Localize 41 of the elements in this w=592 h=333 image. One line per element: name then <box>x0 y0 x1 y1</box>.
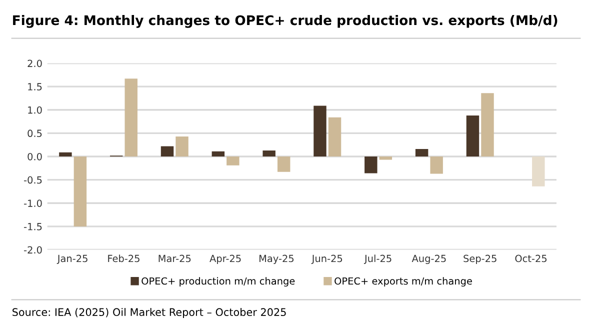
bar <box>532 156 545 186</box>
x-tick-label: Mar-25 <box>158 254 191 262</box>
y-tick-label: -1.0 <box>24 200 42 207</box>
x-tick-label: Feb-25 <box>108 254 140 262</box>
y-tick-label: 1.5 <box>28 83 42 90</box>
y-tick-label: -1.5 <box>24 223 42 230</box>
y-tick-label: 0.0 <box>28 152 42 160</box>
y-tick-label: 2.0 <box>28 60 42 68</box>
bar <box>212 151 225 157</box>
y-tick-label: 0.5 <box>28 130 42 138</box>
y-tick-label: 1.0 <box>28 106 42 114</box>
x-tick-label: Jul-25 <box>364 254 392 264</box>
bar <box>160 146 174 157</box>
bar <box>379 156 392 160</box>
bar <box>74 156 87 226</box>
legend-label: OPEC+ exports m/m change <box>334 277 472 287</box>
bar <box>314 106 326 157</box>
bar <box>176 136 188 157</box>
x-tick-label: Jan-25 <box>56 254 88 264</box>
bar <box>262 150 276 157</box>
bar <box>481 93 494 157</box>
legend-label: OPEC+ production m/m change <box>142 277 295 287</box>
x-tick-label: Sep-25 <box>464 254 496 264</box>
x-tick-label: Aug-25 <box>412 254 446 264</box>
bar <box>430 156 443 174</box>
x-tick-label: Oct-25 <box>515 254 547 262</box>
source-note: Source: IEA (2025) Oil Market Report – October 2025 <box>12 308 286 318</box>
bar <box>59 152 72 157</box>
bar <box>415 149 428 157</box>
chart-title: Figure 4: Monthly changes to OPEC+ crude production vs. exports (Mb/d) <box>13 14 558 28</box>
bar <box>466 115 480 157</box>
bar <box>328 117 342 157</box>
y-tick-label: -0.5 <box>24 176 42 184</box>
x-tick-label: Apr-25 <box>210 254 241 264</box>
y-tick-label: -2.0 <box>24 246 42 254</box>
bar <box>277 156 290 172</box>
x-tick-label: May-25 <box>260 254 294 264</box>
x-tick-label: Jun-25 <box>311 254 342 264</box>
bar <box>226 156 240 166</box>
bar <box>124 78 138 157</box>
bar <box>364 156 378 174</box>
